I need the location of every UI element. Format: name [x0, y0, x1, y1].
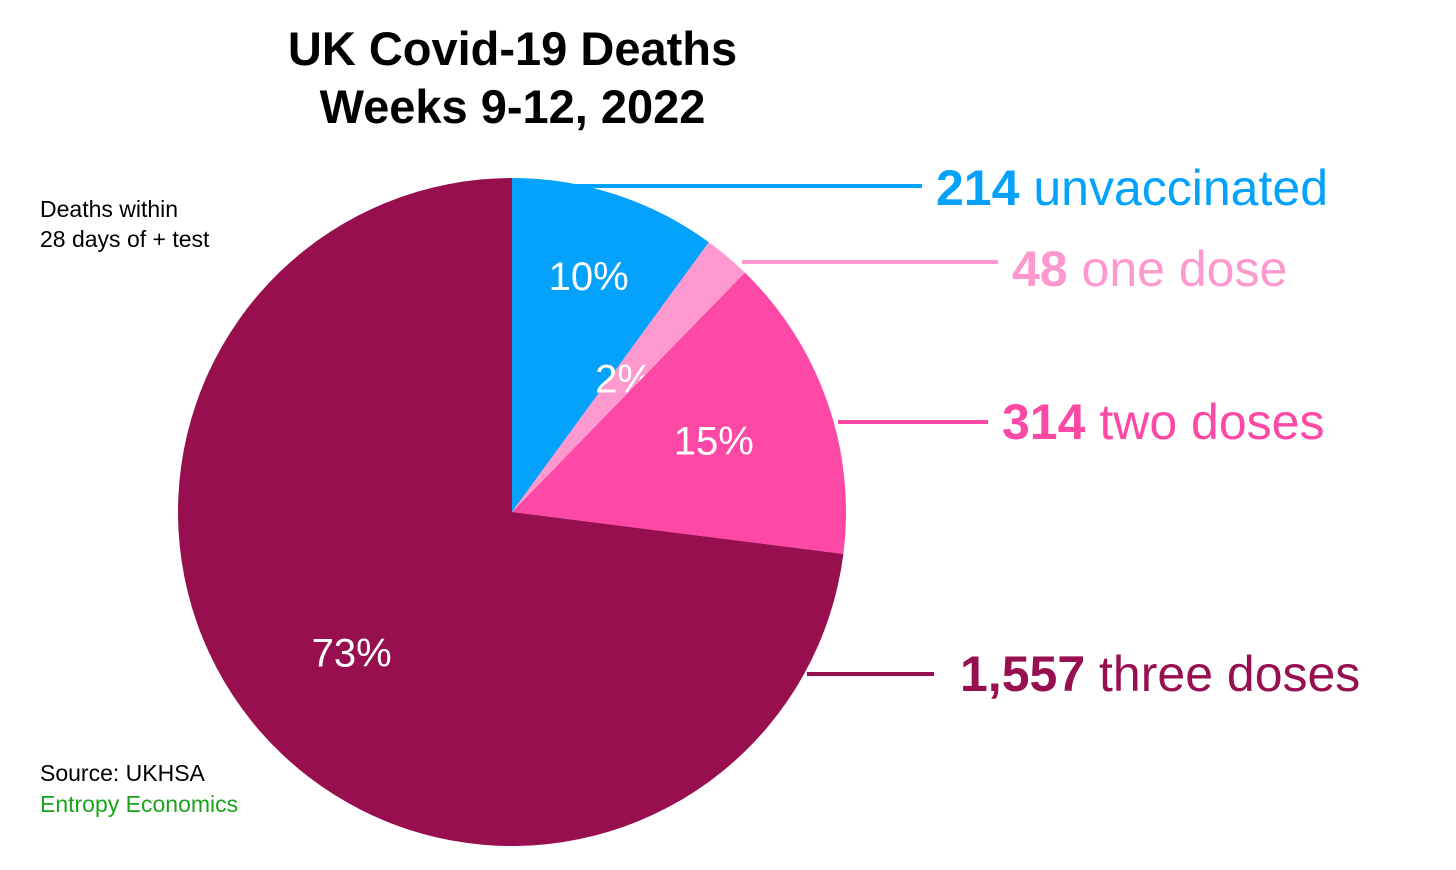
callout-two-doses: 314 two doses — [1002, 394, 1324, 450]
chart-title-line-1: UK Covid-19 Deaths — [287, 22, 738, 75]
callout-value: 314 — [1002, 394, 1086, 450]
pie-percent-label: 73% — [312, 631, 392, 675]
pie-slice-one-dose — [512, 242, 745, 512]
callout-unvaccinated: 214 unvaccinated — [936, 160, 1328, 216]
pie-percent-label: 15% — [674, 419, 754, 463]
pie-slice-three-doses — [178, 178, 844, 846]
pie-slice-unvaccinated — [512, 178, 709, 512]
chart-note-line-1: Deaths within — [40, 196, 179, 222]
pie-percent-label: 10% — [549, 255, 629, 299]
pie-slice-two-doses — [512, 272, 846, 554]
callout-three-doses: 1,557 three doses — [960, 646, 1360, 702]
callout-one-dose: 48 one dose — [1012, 241, 1287, 297]
callout-category: unvaccinated — [1033, 160, 1328, 216]
callout-value: 48 — [1012, 241, 1068, 297]
credit-text: Entropy Economics — [40, 791, 239, 817]
callout-category: two doses — [1099, 394, 1325, 450]
callout-value: 214 — [936, 160, 1020, 216]
chart-note-line-2: 28 days of + test — [40, 226, 210, 252]
source-text: Source: UKHSA — [40, 760, 205, 786]
chart-title-line-2: Weeks 9-12, 2022 — [319, 80, 706, 133]
callout-value: 1,557 — [960, 646, 1086, 702]
chart-note: Deaths within 28 days of + test — [40, 194, 209, 254]
callout-category: three doses — [1099, 646, 1361, 702]
callout-category: one dose — [1081, 241, 1288, 297]
chart-title: UK Covid-19 Deaths Weeks 9-12, 2022 — [180, 20, 845, 136]
